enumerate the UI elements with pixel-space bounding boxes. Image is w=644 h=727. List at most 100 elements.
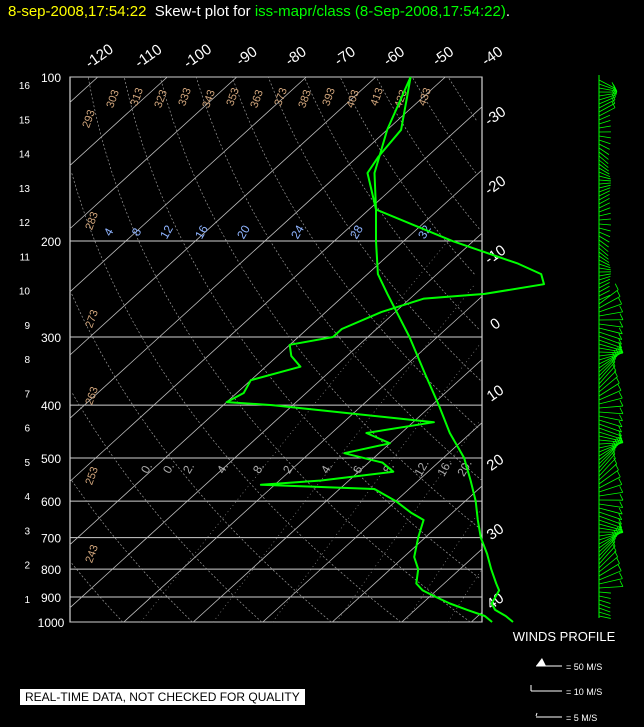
wind-barb <box>598 96 616 105</box>
wind-barb <box>598 184 611 189</box>
wind-barb-feather <box>619 399 624 407</box>
wind-barb-feather <box>615 376 620 384</box>
dry-adiabat <box>231 76 479 428</box>
wind-barb-feather <box>619 320 624 328</box>
wind-barb-feather <box>611 535 616 543</box>
legend-barb-half <box>535 712 538 717</box>
wind-barb <box>598 351 623 354</box>
mixing-ratio-label: 20 <box>234 222 253 241</box>
wind-barb <box>598 323 623 328</box>
wind-barb <box>598 163 609 172</box>
legend-pennant-icon <box>536 658 546 666</box>
wind-barb <box>598 507 623 515</box>
wind-barb <box>598 327 623 335</box>
isotherm-line <box>193 359 483 623</box>
wind-barb <box>598 207 611 213</box>
wind-barb <box>598 282 610 289</box>
wind-barb-feather <box>613 87 618 94</box>
mixing-ratio-label: 12 <box>157 222 176 241</box>
isentrope-label: 333 <box>176 86 194 107</box>
isotherm-line <box>69 106 483 482</box>
pressure-tick-label: 500 <box>41 452 61 466</box>
mixing-ratio-label-lower: 6. <box>350 460 367 476</box>
wind-barb <box>598 182 611 185</box>
isentrope-label: 313 <box>128 86 146 107</box>
pressure-tick-label: 100 <box>41 71 61 85</box>
isentrope-label: 283 <box>83 210 101 231</box>
wind-barb <box>598 263 611 269</box>
isentrope-label: 403 <box>344 88 362 109</box>
wind-barb <box>598 607 611 613</box>
pressure-tick-label: 300 <box>41 331 61 345</box>
isentrope-label: 303 <box>104 88 122 109</box>
temperature-tick-label-right: -30 <box>482 103 510 129</box>
wind-barb <box>598 190 610 197</box>
isotherm-line <box>69 76 446 419</box>
isentrope-label: 343 <box>200 88 218 109</box>
mixing-ratio-label-lower: 2. <box>180 460 197 476</box>
wind-barb <box>598 335 622 345</box>
wind-barb <box>598 119 611 125</box>
isentrope-label: 363 <box>248 88 266 109</box>
wind-barb <box>598 361 616 381</box>
isotherm-line <box>401 548 483 623</box>
wind-barb <box>598 390 622 401</box>
wind-barb <box>598 223 611 226</box>
isotherm-line <box>262 422 483 623</box>
wind-barb-feather <box>612 452 616 459</box>
mixing-ratio-line <box>140 240 449 623</box>
wind-barb <box>598 563 620 577</box>
mixing-ratio-label-lower: 4. <box>318 460 335 476</box>
temperature-tick-label-right: 30 <box>484 520 507 543</box>
dry-adiabat <box>71 392 263 623</box>
wind-barb-feather <box>613 85 618 93</box>
dry-adiabat <box>267 76 481 381</box>
wind-barb-feather <box>617 436 622 444</box>
mixing-ratio-label-lower: 2. <box>280 460 297 476</box>
wind-barb <box>598 227 611 232</box>
wind-barb <box>598 550 617 569</box>
wind-barb-feather <box>618 433 623 440</box>
title-station: iss-mapr/class <box>254 3 351 20</box>
wind-barb <box>598 354 620 369</box>
wind-barb <box>598 615 611 619</box>
wind-barb <box>598 135 611 139</box>
height-km-label: 12 <box>19 218 31 229</box>
wind-barb-feather <box>618 425 622 433</box>
wind-barb-feather <box>619 501 624 508</box>
wind-barb-feather <box>612 544 617 552</box>
wind-barb <box>598 79 616 89</box>
dry-adiabat <box>71 562 124 623</box>
wind-barb <box>598 187 611 193</box>
wind-barb-feather <box>619 493 624 501</box>
mixing-ratio-label: 4 <box>101 225 117 238</box>
temperature-tick-label-top: -100 <box>180 41 214 72</box>
mixing-ratio-line <box>336 421 480 623</box>
isentrope-label: 293 <box>80 108 98 129</box>
mixing-ratio-line <box>405 508 482 623</box>
wind-barb <box>598 365 616 385</box>
chart-grid <box>69 76 483 623</box>
wind-barb <box>598 125 611 129</box>
chart-series <box>225 76 545 623</box>
height-km-label: 15 <box>19 115 31 126</box>
wind-barb <box>598 303 622 313</box>
wind-barb <box>598 197 610 205</box>
isotherm-line <box>69 76 307 293</box>
isentrope-label: 263 <box>83 385 101 406</box>
wind-barb <box>598 171 611 178</box>
wind-barb <box>598 603 611 609</box>
height-km-label: 5 <box>24 458 30 469</box>
wind-barb <box>598 243 609 252</box>
wind-barb <box>598 405 623 409</box>
wind-barb <box>598 175 611 180</box>
wind-barb <box>598 231 611 238</box>
wind-barb <box>598 532 623 537</box>
wind-barb-feather <box>615 463 619 471</box>
title-end: . <box>505 3 510 20</box>
pressure-tick-label: 700 <box>41 532 61 546</box>
mixing-ratio-label-lower: 0. <box>138 460 155 476</box>
wind-barb <box>598 586 623 589</box>
wind-barb <box>598 147 610 155</box>
isentrope-label: 323 <box>152 88 170 109</box>
